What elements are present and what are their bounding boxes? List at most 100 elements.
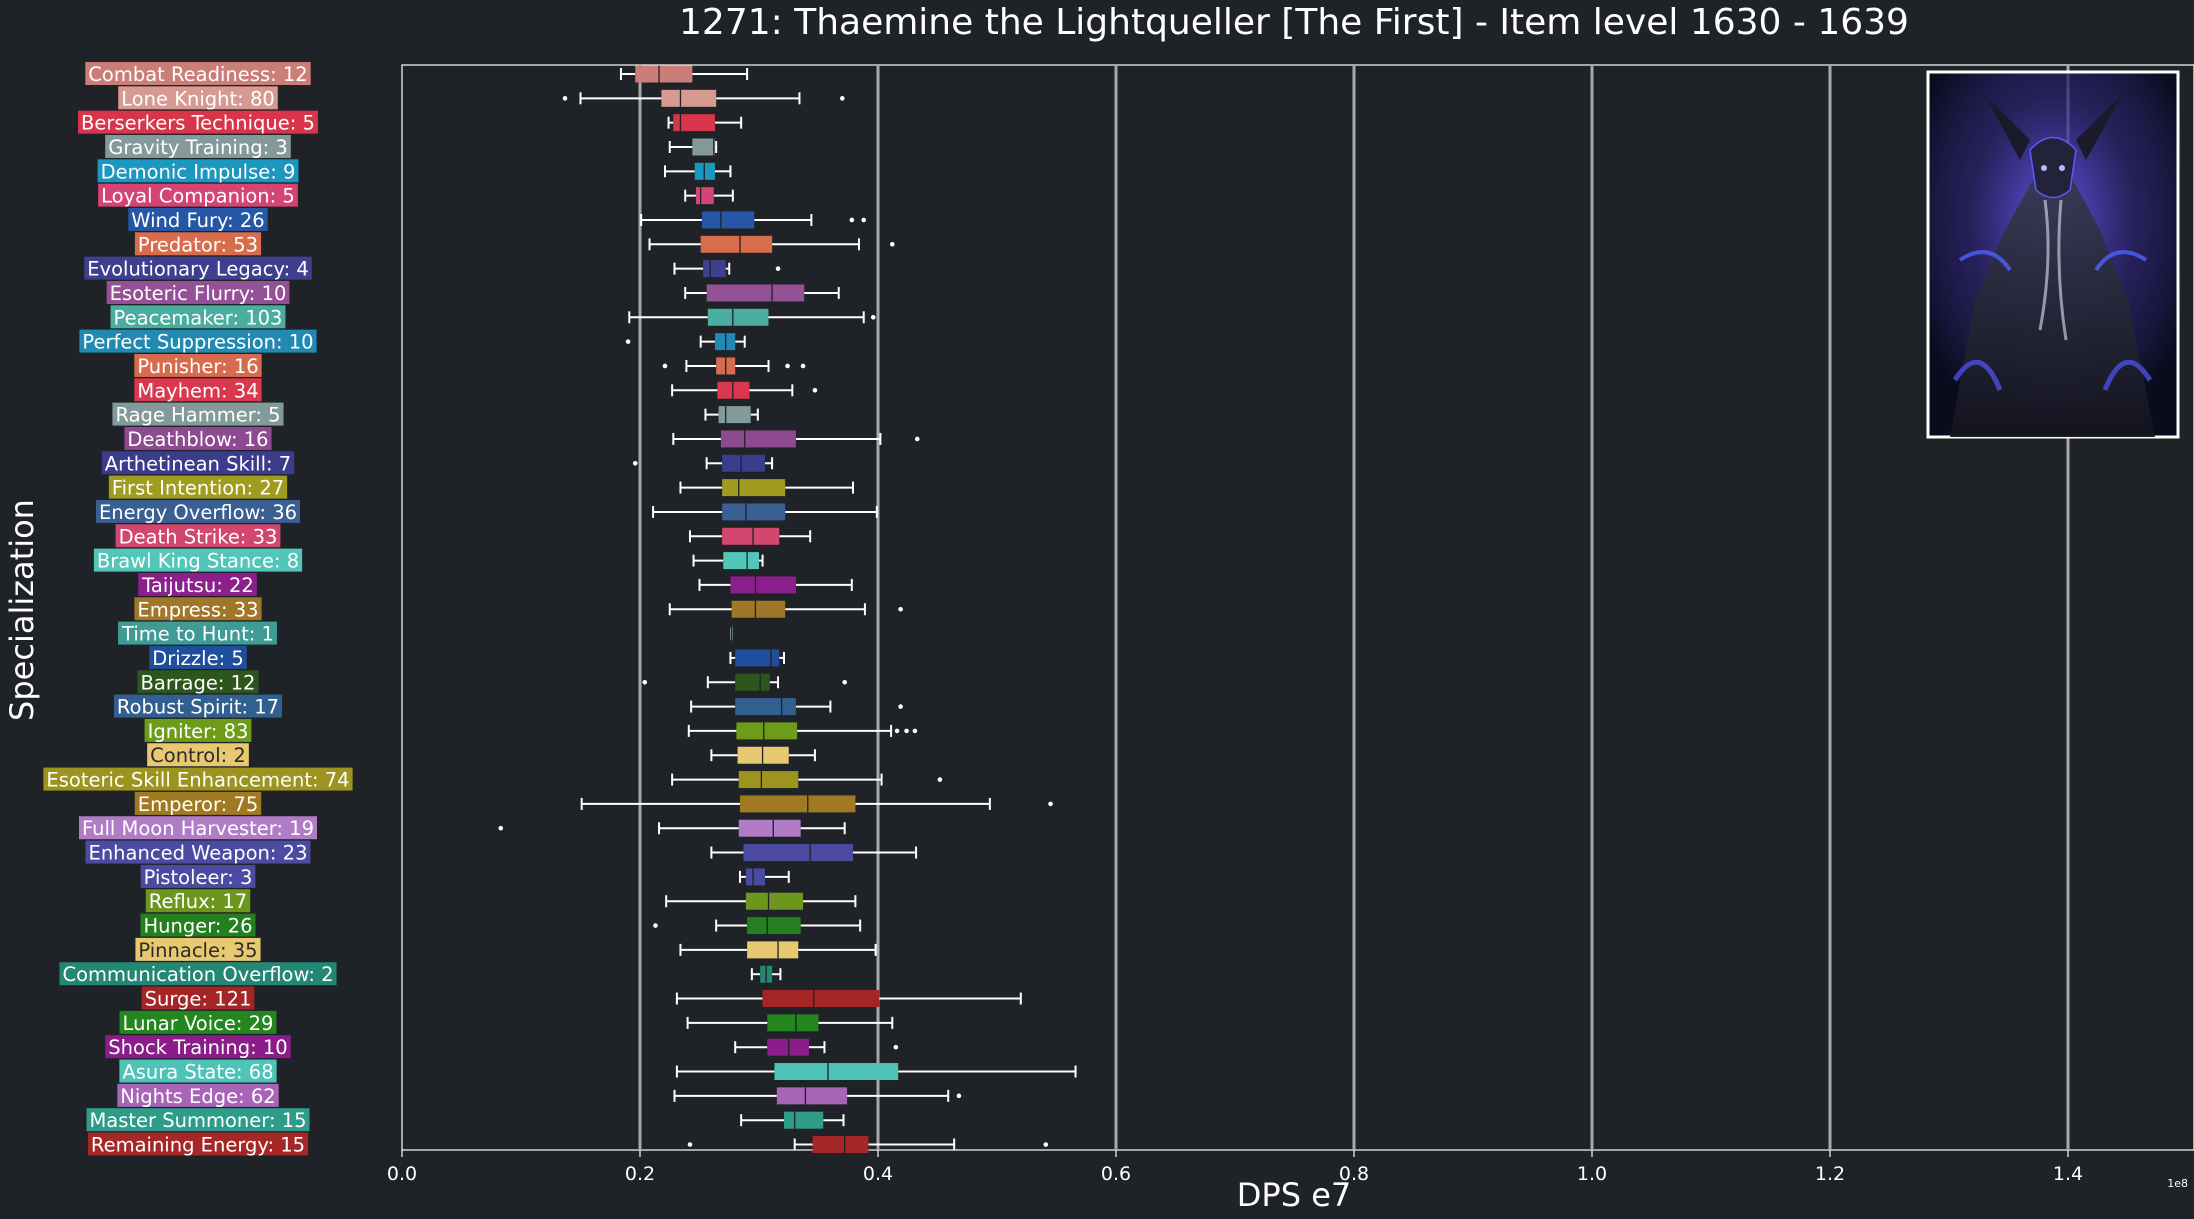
x-tick-label: 0.6 [1101, 1163, 1131, 1185]
specialization-label: Demonic Impulse: 9 [97, 159, 299, 183]
box-asura-state [675, 1063, 1077, 1081]
iqr-box [776, 1087, 848, 1105]
chart-title: 1271: Thaemine the Lightqueller [The Fir… [679, 2, 1909, 43]
box-enhanced-weapon [710, 844, 918, 862]
iqr-box [722, 503, 786, 521]
outlier-point [642, 679, 648, 685]
box-master-summoner [740, 1111, 845, 1129]
specialization-label: Lunar Voice: 29 [119, 1010, 277, 1035]
svg-text:Brawl King Stance: 8: Brawl King Stance: 8 [97, 550, 299, 573]
specialization-label: Reflux: 17 [145, 889, 251, 913]
iqr-box [635, 65, 693, 83]
outlier-point [894, 728, 900, 734]
outlier-point [840, 96, 845, 101]
iqr-box [735, 649, 780, 667]
svg-text:Taijutsu: 22: Taijutsu: 22 [141, 574, 254, 597]
svg-text:Esoteric Flurry: 10: Esoteric Flurry: 10 [110, 282, 287, 305]
iqr-box [706, 284, 805, 302]
specialization-label: Time to Hunt: 1 [118, 621, 277, 646]
specialization-label: Brawl King Stance: 8 [93, 548, 303, 573]
specialization-label: Energy Overflow: 36 [95, 499, 301, 524]
svg-text:Esoteric Skill Enhancement: 74: Esoteric Skill Enhancement: 74 [46, 769, 349, 792]
specialization-label: Robust Spirit: 17 [113, 694, 283, 719]
box-death-strike [688, 527, 812, 545]
specialization-label: Remaining Energy: 15 [87, 1132, 309, 1157]
svg-text:Empress: 33: Empress: 33 [137, 598, 258, 621]
box-shock-training [734, 1038, 899, 1056]
box-reflux [665, 892, 857, 910]
outlier-point [775, 266, 781, 271]
box-igniter [687, 722, 918, 740]
x-axis-ticks: 0.0 0.2 0.4 0.6 0.8 1.0 1.2 1.4 [387, 1150, 2083, 1185]
iqr-box [731, 600, 786, 618]
svg-text:Control: 2: Control: 2 [150, 744, 246, 767]
specialization-label: Enhanced Weapon: 23 [85, 840, 311, 865]
specialization-label: Nights Edge: 62 [117, 1083, 279, 1108]
x-tick-label: 1.0 [1577, 1163, 1607, 1185]
iqr-box [745, 868, 765, 886]
outlier-point [937, 777, 943, 782]
specialization-label: Esoteric Skill Enhancement: 74 [43, 767, 353, 792]
box-energy-overflow [652, 503, 878, 521]
box-empress [668, 600, 903, 618]
box-evolutionary-legacy [673, 260, 781, 278]
svg-text:Barrage: 12: Barrage: 12 [141, 671, 256, 694]
iqr-box [700, 235, 773, 253]
specialization-label: Rage Hammer: 5 [112, 402, 284, 427]
box-loyal-companion [684, 187, 734, 205]
box-lone-knight [562, 89, 845, 107]
x-tick-label: 0.4 [863, 1163, 893, 1185]
specialization-label: Wind Fury: 26 [128, 207, 268, 232]
svg-text:Nights Edge: 62: Nights Edge: 62 [120, 1085, 275, 1108]
svg-text:Berserkers Technique: 5: Berserkers Technique: 5 [81, 112, 315, 135]
svg-text:Lone Knight: 80: Lone Knight: 80 [121, 87, 275, 110]
svg-text:Demonic Impulse: 9: Demonic Impulse: 9 [101, 160, 296, 183]
specialization-label: First Intention: 27 [108, 475, 288, 500]
iqr-box [738, 819, 801, 837]
iqr-box [722, 527, 780, 545]
specialization-label: Esoteric Flurry: 10 [106, 280, 290, 305]
svg-text:Surge: 121: Surge: 121 [145, 988, 252, 1011]
outlier-point [498, 825, 504, 831]
outlier-point [912, 728, 918, 734]
iqr-box [695, 187, 714, 205]
box-control [710, 746, 816, 764]
svg-text:Combat Readiness: 12: Combat Readiness: 12 [88, 63, 307, 86]
svg-text:Enhanced Weapon: 23: Enhanced Weapon: 23 [89, 842, 308, 865]
svg-text:Perfect Suppression: 10: Perfect Suppression: 10 [82, 331, 313, 354]
svg-text:Remaining Energy: 15: Remaining Energy: 15 [91, 1134, 305, 1157]
outlier-point [898, 704, 903, 709]
svg-text:Asura State: 68: Asura State: 68 [122, 1061, 273, 1084]
outlier-point [1048, 801, 1053, 807]
svg-text:Death Strike: 33: Death Strike: 33 [119, 525, 278, 548]
iqr-box [745, 892, 804, 910]
grid-lines [638, 65, 2070, 1150]
box-barrage [642, 673, 847, 691]
specialization-label: Berserkers Technique: 5 [78, 110, 318, 135]
box-full-moon-harvester [498, 819, 846, 837]
svg-text:Pinnacle: 35: Pinnacle: 35 [138, 939, 257, 962]
x-tick-label: 1.2 [1815, 1163, 1845, 1185]
specialization-label: Deathblow: 16 [124, 426, 272, 451]
box-surge [675, 990, 1022, 1008]
box-deathblow [672, 430, 920, 448]
x-tick-label: 0.2 [625, 1163, 655, 1185]
box-demonic-impulse [663, 162, 732, 180]
outlier-point [632, 460, 638, 466]
plot-area [401, 64, 2194, 1151]
iqr-box [722, 479, 786, 497]
boss-portrait-image [1926, 70, 2180, 439]
iqr-box [735, 698, 796, 716]
svg-text:Igniter: 83: Igniter: 83 [148, 720, 249, 743]
svg-text:Deathblow: 16: Deathblow: 16 [127, 428, 268, 451]
specialization-label: Asura State: 68 [119, 1059, 277, 1084]
outlier-point [861, 217, 867, 223]
svg-text:Shock Training: 10: Shock Training: 10 [108, 1036, 287, 1059]
svg-text:Energy Overflow: 36: Energy Overflow: 36 [99, 501, 297, 524]
iqr-box [735, 673, 770, 691]
iqr-box [718, 406, 751, 424]
box-punisher [662, 357, 806, 375]
svg-text:Drizzle: 5: Drizzle: 5 [152, 647, 244, 670]
svg-text:Communication Overflow: 2: Communication Overflow: 2 [62, 963, 333, 986]
specialization-label: Master Summoner: 15 [86, 1108, 310, 1132]
